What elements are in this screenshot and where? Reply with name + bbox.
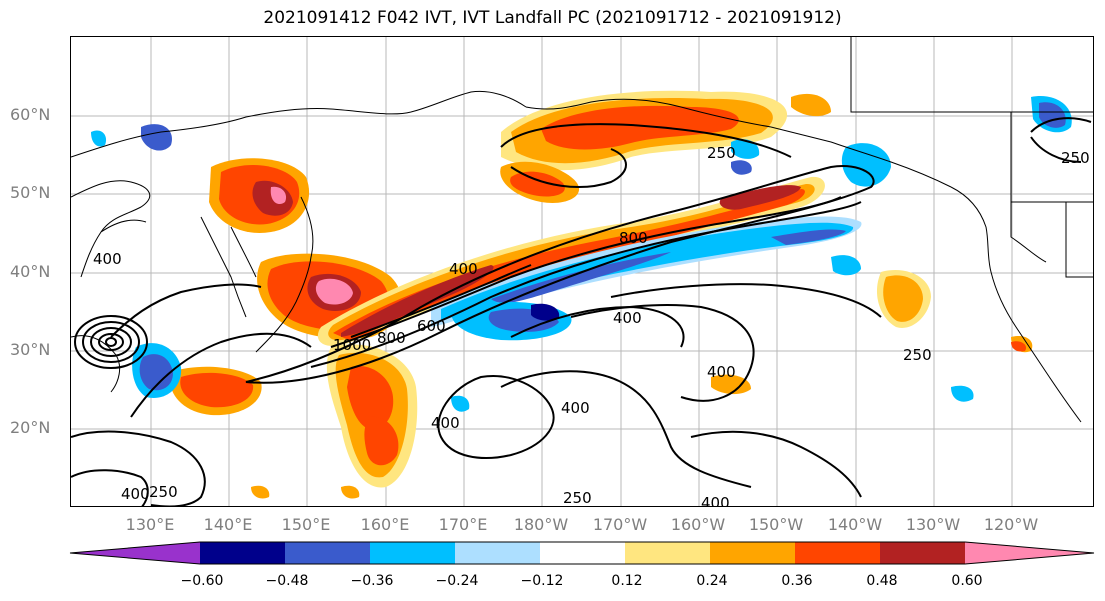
colorbar-segment	[795, 542, 880, 564]
map-panel: 250 250 250 400 400 400 400 400 400 400 …	[70, 36, 1094, 507]
lon-label: 130°E	[125, 515, 175, 534]
lon-label: 150°W	[748, 515, 804, 534]
colorbar-tick: 0.12	[611, 573, 643, 589]
colorbar-tick: 0.48	[866, 573, 898, 589]
lon-label: 160°E	[360, 515, 410, 534]
colorbar-segment	[710, 542, 795, 564]
colorbar-segment	[880, 542, 965, 564]
lon-label: 160°W	[670, 515, 726, 534]
colorbar	[69, 541, 1095, 565]
colorbar-outline	[69, 541, 1095, 565]
lon-label: 130°W	[905, 515, 961, 534]
colorbar-segment	[625, 542, 710, 564]
contour-label: 250	[1061, 149, 1090, 167]
contour-label: 250	[707, 144, 736, 162]
colorbar-tick: −0.12	[520, 573, 564, 589]
contour-label: 600	[417, 317, 446, 335]
lat-label: 40°N	[10, 262, 51, 281]
lat-label: 30°N	[10, 340, 51, 359]
contour-label: 400	[449, 260, 478, 278]
map-canvas: 250 250 250 400 400 400 400 400 400 400 …	[71, 37, 1093, 507]
lon-label: 150°E	[281, 515, 331, 534]
contour-label: 800	[619, 229, 648, 247]
lon-label: 170°W	[592, 515, 648, 534]
colorbar-tick: −0.36	[350, 573, 394, 589]
colorbar-tick: −0.48	[265, 573, 309, 589]
contour-label: 400	[121, 485, 150, 503]
lat-label: 20°N	[10, 418, 51, 437]
contour-label: 400	[701, 494, 730, 507]
lat-label: 50°N	[10, 183, 51, 202]
contour-label: 400	[431, 414, 460, 432]
colorbar-tick: 0.36	[781, 573, 813, 589]
contour-label-group: 250 250 250 400 400 400 400 400 400 400 …	[93, 144, 1090, 507]
contour-label: 800	[377, 329, 406, 347]
colorbar-segment	[965, 542, 1094, 564]
colorbar-segment	[370, 542, 455, 564]
contour-label: 400	[93, 250, 122, 268]
lon-label: 120°W	[983, 515, 1039, 534]
colorbar-tick: −0.24	[435, 573, 479, 589]
coastlines	[71, 37, 1093, 423]
contour-label: 1000	[333, 336, 371, 354]
pc-shading	[91, 90, 1072, 499]
colorbar-segment	[200, 542, 285, 564]
lon-label: 170°E	[438, 515, 488, 534]
colorbar-segment	[455, 542, 540, 564]
lon-label: 180°W	[513, 515, 569, 534]
colorbar-tick: 0.24	[696, 573, 728, 589]
colorbar-segment	[540, 542, 625, 564]
contour-label: 250	[903, 346, 932, 364]
contour-label: 250	[149, 483, 178, 501]
lon-label: 140°W	[827, 515, 883, 534]
contour-label: 400	[613, 309, 642, 327]
contour-label: 250	[563, 489, 592, 507]
lat-label: 60°N	[10, 105, 51, 124]
contour-label: 400	[707, 363, 736, 381]
lon-label: 140°E	[203, 515, 253, 534]
contour-label: 400	[561, 399, 590, 417]
ivt-contours	[71, 117, 1092, 506]
colorbar-tick: −0.60	[180, 573, 224, 589]
colorbar-segment	[70, 542, 200, 564]
colorbar-segment	[285, 542, 370, 564]
map-title: 2021091412 F042 IVT, IVT Landfall PC (20…	[263, 8, 842, 28]
colorbar-tick: 0.60	[951, 573, 983, 589]
